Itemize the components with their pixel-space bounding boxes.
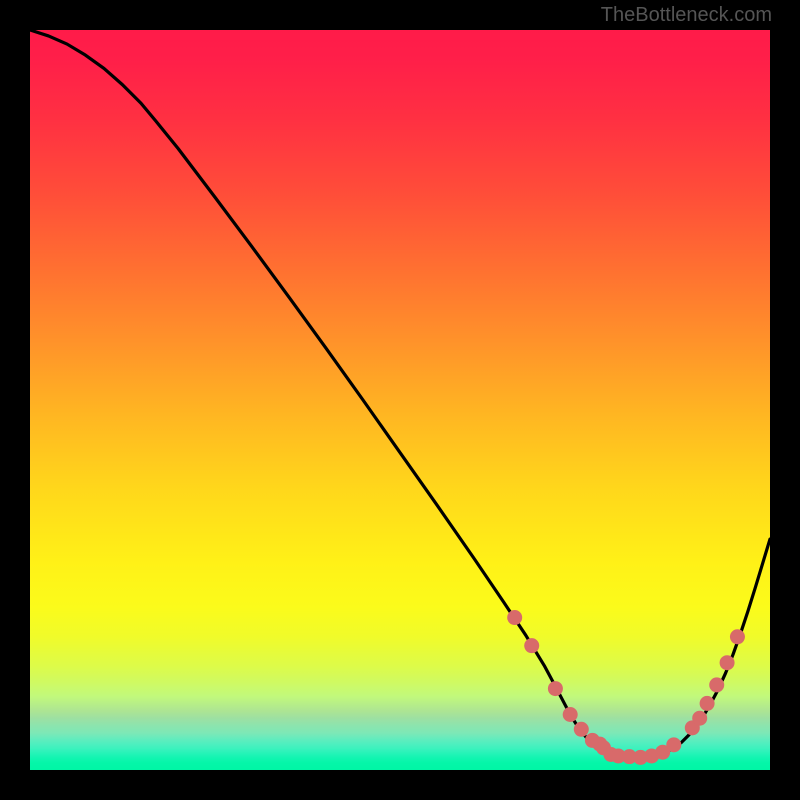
data-marker [692, 711, 707, 726]
data-marker [700, 696, 715, 711]
data-marker [730, 629, 745, 644]
data-marker [507, 610, 522, 625]
data-marker [548, 681, 563, 696]
data-marker [524, 638, 539, 653]
chart-background [30, 30, 770, 770]
data-marker [720, 655, 735, 670]
data-marker [666, 737, 681, 752]
bottleneck-chart [30, 30, 770, 770]
watermark-text: TheBottleneck.com [601, 4, 772, 27]
data-marker [563, 707, 578, 722]
chart-svg [30, 30, 770, 770]
data-marker [709, 677, 724, 692]
data-marker [574, 722, 589, 737]
